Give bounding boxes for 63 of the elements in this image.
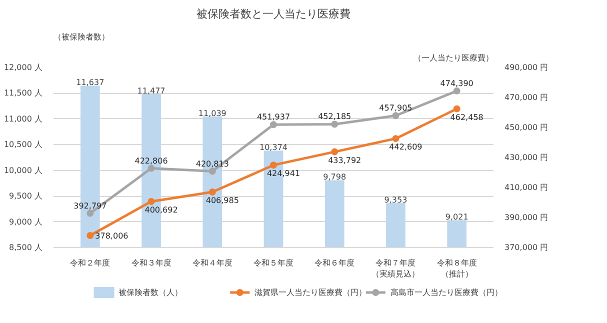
y-tick-label: 11,500 人 [4,88,43,98]
point [331,120,338,128]
legend-label: 高島市一人当たり医療費（円） [390,288,502,297]
data-label: 9,021 [445,212,468,222]
y-axis-title: （被保険者数） [54,32,110,42]
point [331,148,338,156]
y-tick-label: 9,000 人 [9,217,43,226]
y2-tick-label: 430,000 円 [504,153,548,162]
data-label: 420,813 [196,159,229,168]
data-label: 10,374 [260,143,288,152]
data-label: 424,941 [266,169,300,178]
x-tick-label: 令和５年度 [254,258,294,268]
data-label: 392,797 [74,201,107,210]
point [453,105,460,112]
y2-tick-label: 410,000 円 [504,183,548,192]
y-tick-label: 10,000 人 [4,166,43,175]
y2-tick-label: 450,000 円 [504,123,548,132]
x-tick-label: 令和８年度（推計） [436,258,477,278]
data-label: 11,477 [137,86,166,96]
y2-tick-label: 470,000 円 [504,93,548,102]
data-label: 433,792 [328,156,362,165]
y-tick-label: 8,500 人 [9,243,43,252]
y2-tick-label: 490,000 円 [504,63,548,72]
x-tick-label: 令和２年度 [70,258,110,268]
point [148,164,155,172]
data-label: 442,609 [389,142,422,152]
point [148,198,155,205]
y-tick-label: 10,500 人 [4,140,43,150]
data-label: 457,905 [379,104,412,113]
data-label: 452,185 [318,112,352,122]
data-label: 11,039 [198,108,226,118]
data-label: 9,353 [384,196,408,205]
data-label: 378,006 [95,231,128,240]
x-tick-label: 令和７年度（実績見込） [372,258,420,278]
x-tick-label: 令和６年度 [314,258,355,268]
y-tick-label: 11,000 人 [4,114,43,124]
y2-axis-title: （一人当たり医療費） [414,54,494,62]
point [208,188,216,196]
y-tick-label: 9,500 人 [9,192,43,201]
x-tick-label: 令和３年度 [131,258,172,268]
point [270,162,277,169]
data-label: 422,806 [134,156,168,166]
y-tick-label: 12,000 人 [4,63,43,72]
legend-label: 被保険者数（人） [118,288,183,297]
point [86,232,94,239]
chart-title: 被保険者数と一人当たり医療費 [196,8,350,20]
data-label: 406,985 [206,196,239,206]
data-label: 400,692 [144,205,178,214]
point [208,168,216,175]
legend-label: 滋賀県一人当たり医療費（円） [254,288,367,297]
point [392,135,400,142]
point [453,87,460,94]
data-label: 451,937 [256,112,290,122]
y2-tick-label: 390,000 円 [504,213,548,222]
y2-tick-label: 370,000 円 [504,243,548,252]
point [392,112,400,120]
point [270,121,277,128]
point [86,210,94,217]
x-tick-label: 令和４年度 [192,258,232,268]
data-label: 474,390 [440,78,474,88]
data-label: 462,458 [450,112,484,122]
data-label: 11,637 [76,78,104,88]
data-label: 9,798 [323,172,346,182]
